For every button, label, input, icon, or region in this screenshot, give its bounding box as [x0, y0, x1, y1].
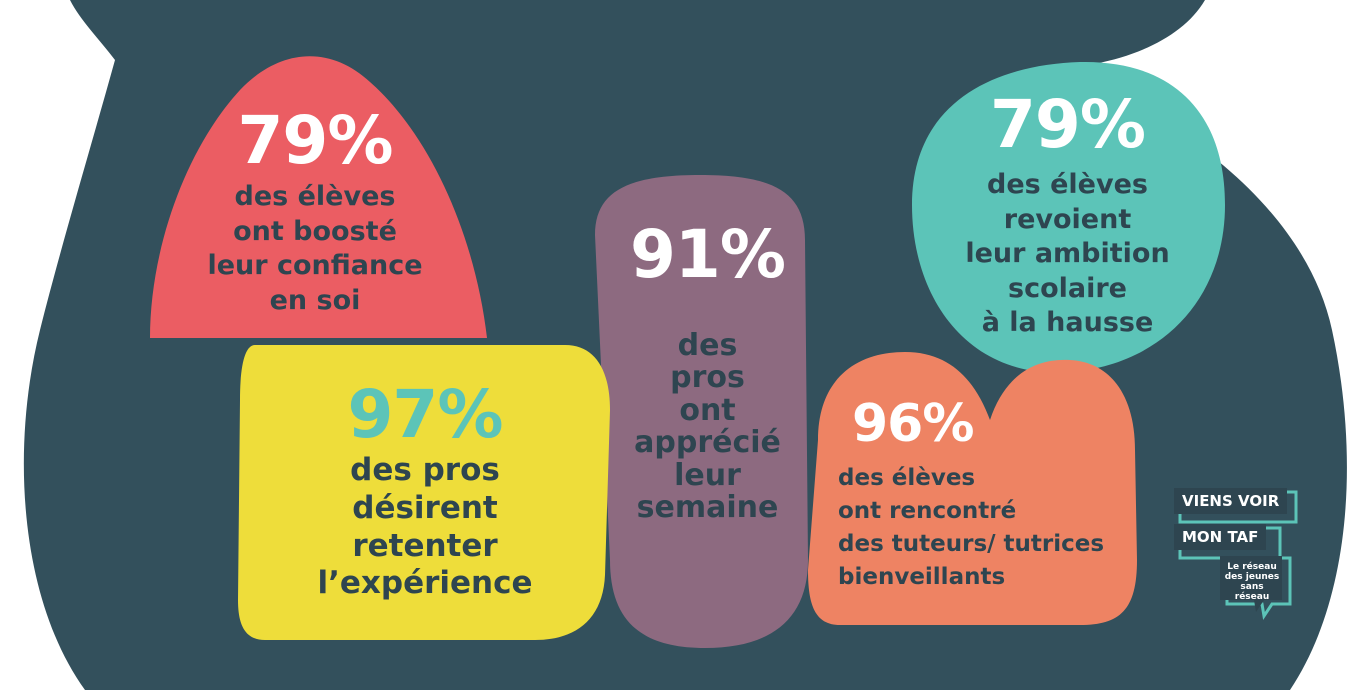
logo-tagline: Le réseau des jeunes sans réseau	[1224, 562, 1280, 602]
coral-blob	[150, 56, 487, 339]
stat-description: des pros désirent retenter l’expérience	[317, 452, 533, 602]
percent-value: 79%	[990, 86, 1146, 163]
stat-description: des élèves ont rencontré des tuteurs/ tu…	[838, 465, 1105, 590]
stat-eleves-tuteurs: 96% des élèves ont rencontré des tuteurs…	[838, 398, 1133, 594]
stat-pros-retenter: 97% des pros désirent retenter l’expérie…	[290, 382, 560, 603]
viens-voir-mon-taf-logo: VIENS VOIR MON TAF Le réseau des jeunes …	[1172, 486, 1302, 626]
stat-eleves-confiance: 79% des élèves ont boosté leur confiance…	[190, 108, 440, 318]
stat-description: des élèves ont boosté leur confiance en …	[207, 181, 423, 316]
plum-blob	[595, 175, 808, 648]
stat-pros-semaine: 91% des pros ont apprécié leur semaine	[610, 222, 805, 524]
logo-line-2: MON TAF	[1174, 524, 1267, 550]
logo-line-1: VIENS VOIR	[1174, 488, 1288, 514]
stat-description: des élèves revoient leur ambition scolai…	[965, 169, 1170, 339]
percent-value: 91%	[630, 216, 786, 293]
percent-value: 97%	[347, 376, 504, 453]
stat-description: des pros ont apprécié leur semaine	[634, 328, 781, 525]
teal-blob	[912, 61, 1225, 373]
percent-value: 96%	[852, 394, 974, 454]
yellow-blob	[238, 345, 610, 640]
percent-value: 79%	[237, 102, 394, 179]
stat-eleves-ambition: 79% des élèves revoient leur ambition sc…	[935, 92, 1200, 341]
orange-blob	[808, 352, 1137, 625]
